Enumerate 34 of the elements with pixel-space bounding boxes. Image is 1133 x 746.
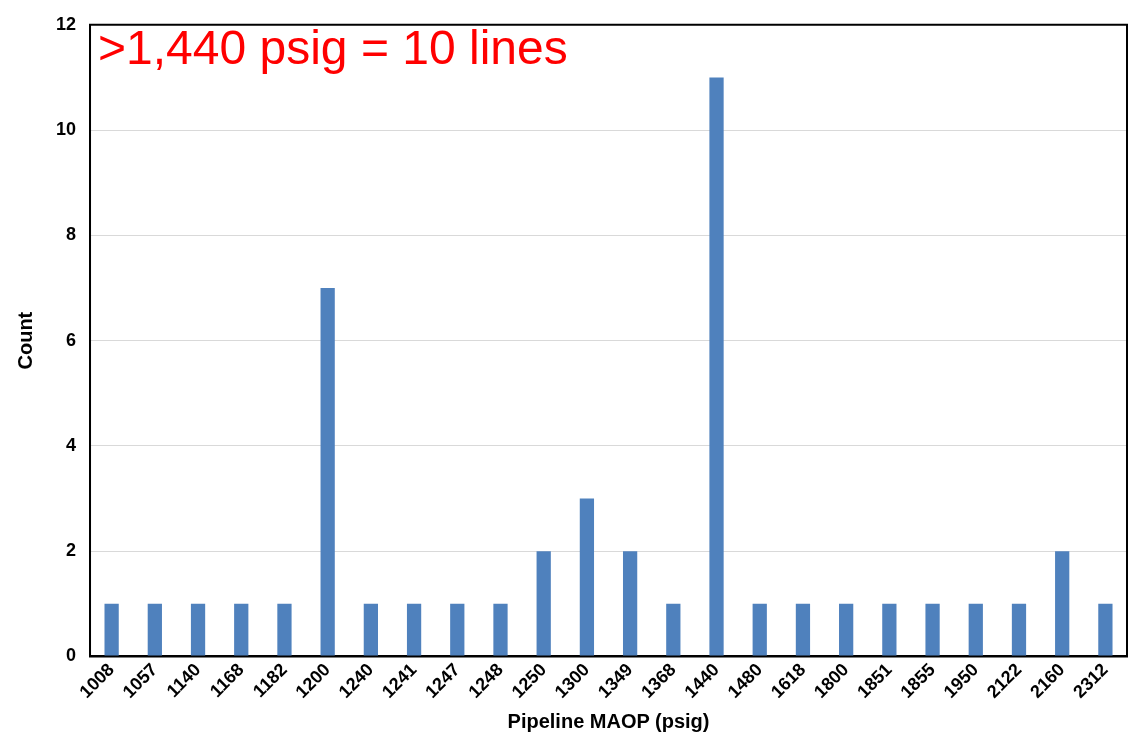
y-tick-label: 4 <box>66 434 77 455</box>
x-axis-title: Pipeline MAOP (psig) <box>507 709 710 732</box>
bar <box>493 603 508 656</box>
bar <box>147 603 162 656</box>
bar <box>536 551 551 656</box>
y-axis-title: Count <box>13 311 36 370</box>
y-tick-label: 12 <box>55 13 77 34</box>
y-tick-label: 8 <box>66 224 77 245</box>
bar <box>925 603 940 656</box>
bar <box>839 603 854 656</box>
y-tick-label: 0 <box>66 645 77 666</box>
bar <box>1098 603 1113 656</box>
bar <box>622 551 638 656</box>
bar <box>190 603 206 656</box>
bar <box>579 498 595 656</box>
y-tick-label: 10 <box>55 119 77 140</box>
bar <box>277 603 292 656</box>
bar <box>363 603 378 656</box>
bar <box>406 603 422 656</box>
y-tick-label: 2 <box>66 540 77 561</box>
bar <box>882 603 897 656</box>
bar <box>1055 551 1070 656</box>
bar <box>666 603 681 656</box>
bar <box>795 603 811 656</box>
annotation: >1,440 psig = 10 lines <box>98 21 568 75</box>
bar <box>968 603 983 656</box>
bar <box>234 603 249 656</box>
bar <box>709 77 724 656</box>
bar <box>450 603 465 656</box>
bar <box>1011 603 1027 656</box>
bar <box>104 603 119 656</box>
y-tick-label: 6 <box>66 329 77 350</box>
bar <box>320 287 335 656</box>
bar <box>752 603 767 656</box>
